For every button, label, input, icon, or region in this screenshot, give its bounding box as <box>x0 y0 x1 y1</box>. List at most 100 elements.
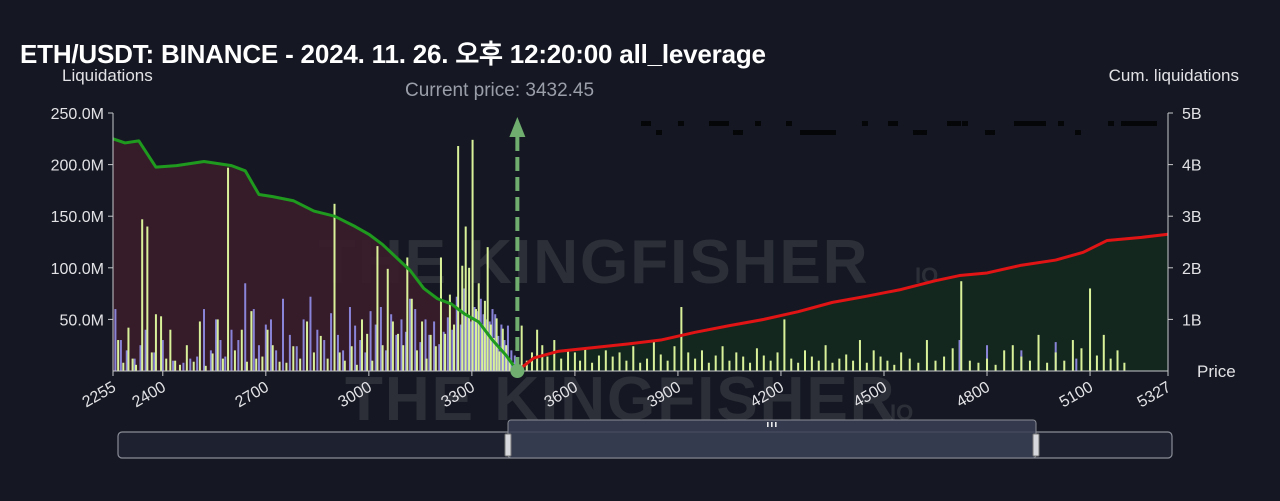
short-liquidation-bar <box>359 340 362 371</box>
long-liquidation-bar <box>611 356 614 371</box>
long-liquidation-bar <box>165 358 168 371</box>
long-liquidation-bar <box>900 352 903 371</box>
long-liquidation-bar <box>343 360 346 371</box>
y-right-tick-label: 1B <box>1182 312 1202 329</box>
long-liquidation-bar <box>468 267 471 371</box>
legend-dash <box>962 121 968 126</box>
y-left-tick-label: 200.0M <box>51 158 104 175</box>
legend-dash <box>1121 121 1157 126</box>
cumulative-lines <box>112 137 1169 373</box>
long-liquidation-bar <box>1071 340 1074 371</box>
long-liquidation-bar <box>755 348 758 371</box>
short-liquidation-bar <box>506 325 509 371</box>
long-liquidation-bar <box>632 346 635 371</box>
long-liquidation-bar <box>530 352 533 371</box>
short-liquidation-bar <box>470 321 473 371</box>
short-liquidation-bar <box>189 358 192 371</box>
long-liquidation-bar <box>240 329 243 371</box>
legend-dash <box>733 130 743 135</box>
range-slider-handle-right[interactable] <box>1032 433 1040 457</box>
long-liquidation-bar <box>285 362 288 371</box>
y-right-tick-label: 3B <box>1182 209 1202 226</box>
legend-dash <box>862 121 868 126</box>
long-liquidation-bar <box>680 307 683 371</box>
short-liquidation-bar <box>433 321 436 371</box>
range-slider-grip-icon[interactable] <box>767 422 777 427</box>
range-slider[interactable] <box>117 419 1173 459</box>
short-liquidation-bar <box>390 314 393 371</box>
long-liquidation-bar <box>338 352 341 371</box>
legend-dash <box>786 121 792 126</box>
long-liquidation-bar <box>429 334 432 371</box>
long-liquidation-bar <box>178 364 181 371</box>
long-liquidation-bar <box>117 340 120 371</box>
short-liquidation-bar <box>215 319 218 371</box>
long-liquidation-bar <box>381 345 384 371</box>
long-liquidation-bar <box>1037 334 1040 371</box>
short-liquidation-bar <box>288 334 291 371</box>
legend-dash <box>1058 121 1064 126</box>
current-price-marker <box>509 117 526 378</box>
long-liquidation-bar <box>666 360 669 371</box>
short-liquidation-bar <box>133 358 136 371</box>
long-liquidation-bar <box>292 346 295 371</box>
long-liquidation-bar <box>968 360 971 371</box>
long-liquidation-bar <box>790 358 793 371</box>
short-liquidation-bar <box>172 360 175 371</box>
short-liquidation-bar <box>479 298 482 371</box>
long-liquidation-bar <box>625 360 628 371</box>
legend-dash <box>800 130 836 135</box>
short-liquidation-bar <box>209 350 212 371</box>
long-liquidation-bar <box>160 316 163 371</box>
long-liquidation-bar <box>925 340 928 371</box>
legend-dash <box>641 121 651 126</box>
long-liquidation-bar <box>146 226 149 371</box>
short-liquidation-bar <box>336 334 339 371</box>
long-liquidation-bar <box>943 356 946 371</box>
long-liquidation-bar <box>410 298 413 371</box>
range-slider-handle-left[interactable] <box>504 433 512 457</box>
long-liquidation-bar <box>434 346 437 371</box>
long-liquidation-bar <box>360 319 363 371</box>
long-liquidation-bar <box>646 358 649 371</box>
long-liquidation-bar <box>742 356 745 371</box>
y-right-tick-label: 4B <box>1182 158 1202 175</box>
long-liquidation-bar <box>299 358 302 371</box>
long-liquidation-bar <box>448 294 451 371</box>
legend-dash <box>913 130 927 135</box>
long-liquidation-bar <box>127 327 130 371</box>
long-liquidation-bar <box>174 360 177 371</box>
long-liquidation-bar <box>122 362 125 371</box>
long-liquidation-bar <box>391 321 394 371</box>
long-liquidation-bar <box>319 335 322 371</box>
y-left-tick-label: 50.0M <box>60 312 104 329</box>
long-liquidation-bar <box>560 358 563 371</box>
long-liquidation-bar <box>1102 334 1105 371</box>
axes <box>112 113 1169 372</box>
short-liquidation-bar <box>986 345 989 371</box>
long-liquidation-bar <box>721 346 724 371</box>
long-liquidation-bar <box>714 355 717 371</box>
y-right-tick-label: 5B <box>1182 106 1202 123</box>
long-liquidation-bar <box>1046 362 1049 371</box>
long-liquidation-bar <box>489 324 492 371</box>
long-liquidation-bar <box>255 358 258 371</box>
long-liquidation-bar <box>591 362 594 371</box>
short-liquidation-bar <box>385 350 388 371</box>
long-liquidation-bar <box>498 351 501 371</box>
long-liquidation-bar <box>278 361 281 371</box>
tick-labels: 50.0M 100.0M 150.0M 200.0M 250.0M 1B 2B 3B 4B 5B 2… <box>51 106 1202 411</box>
long-liquidation-bar <box>366 333 369 371</box>
long-liquidation-bar <box>1054 352 1057 371</box>
x-tick-label: 5327 <box>1135 379 1174 412</box>
short-liquidation-bar <box>459 324 462 371</box>
long-liquidation-bar <box>1063 360 1066 371</box>
short-liquidation-bar <box>364 352 367 371</box>
long-liquidation-bar <box>233 350 236 371</box>
short-liquidation-bar <box>466 314 469 371</box>
long-liquidation-bar <box>135 364 138 371</box>
y-left-tick-label: 250.0M <box>51 106 104 123</box>
short-liquidation-bar <box>119 340 122 371</box>
long-liquidation-bar <box>245 361 248 371</box>
